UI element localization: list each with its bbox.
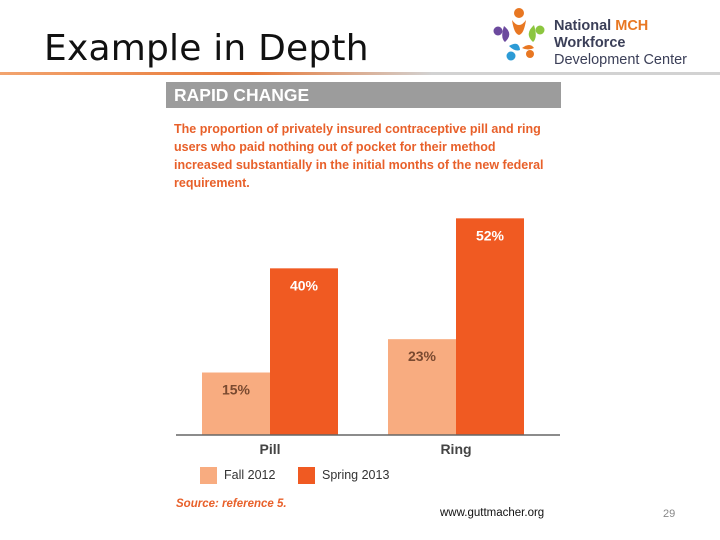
chart-title: The proportion of privately insured cont…: [174, 122, 544, 190]
website-url: www.guttmacher.org: [440, 507, 545, 519]
bar-pill-fall-2012: [202, 372, 270, 435]
x-tick-label-ring: Ring: [440, 441, 471, 457]
title-divider: [0, 72, 720, 75]
chart-figure: RAPID CHANGE The proportion of privately…: [166, 80, 562, 520]
chart-source: Source: reference 5.: [176, 498, 287, 510]
logo-prefix: National: [554, 18, 616, 34]
legend-label-spring-2013: Spring 2013: [322, 468, 390, 482]
logo-accent: MCH: [615, 18, 649, 34]
x-tick-label-pill: Pill: [259, 441, 280, 457]
slide-title: Example in Depth: [44, 28, 369, 69]
legend-label-fall-2012: Fall 2012: [224, 468, 276, 482]
logo: National MCH Workforce Development Cente…: [488, 4, 718, 68]
logo-text: National MCH Workforce Development Cente…: [554, 18, 718, 69]
chart-banner: RAPID CHANGE: [166, 82, 561, 108]
data-label-pill-spring-2013: 40%: [290, 277, 319, 293]
logo-line-2: Development Center: [554, 52, 687, 68]
data-label-ring-fall-2012: 23%: [408, 348, 437, 364]
bar-chart: 15% 40% Pill 23% 52% Ring: [176, 218, 560, 457]
logo-line-1: National MCH Workforce: [554, 18, 718, 52]
bar-ring-spring-2013: [456, 218, 524, 435]
logo-people-icon: [493, 8, 545, 61]
data-label-ring-spring-2013: 52%: [476, 227, 505, 243]
bar-pill-spring-2013: [270, 268, 338, 435]
page-number: 29: [663, 508, 676, 520]
bar-ring-fall-2012: [388, 339, 456, 435]
logo-suffix: Workforce: [554, 35, 626, 51]
legend-swatch-spring-2013: [298, 467, 315, 484]
data-label-pill-fall-2012: 15%: [222, 382, 251, 398]
legend-swatch-fall-2012: [200, 467, 217, 484]
